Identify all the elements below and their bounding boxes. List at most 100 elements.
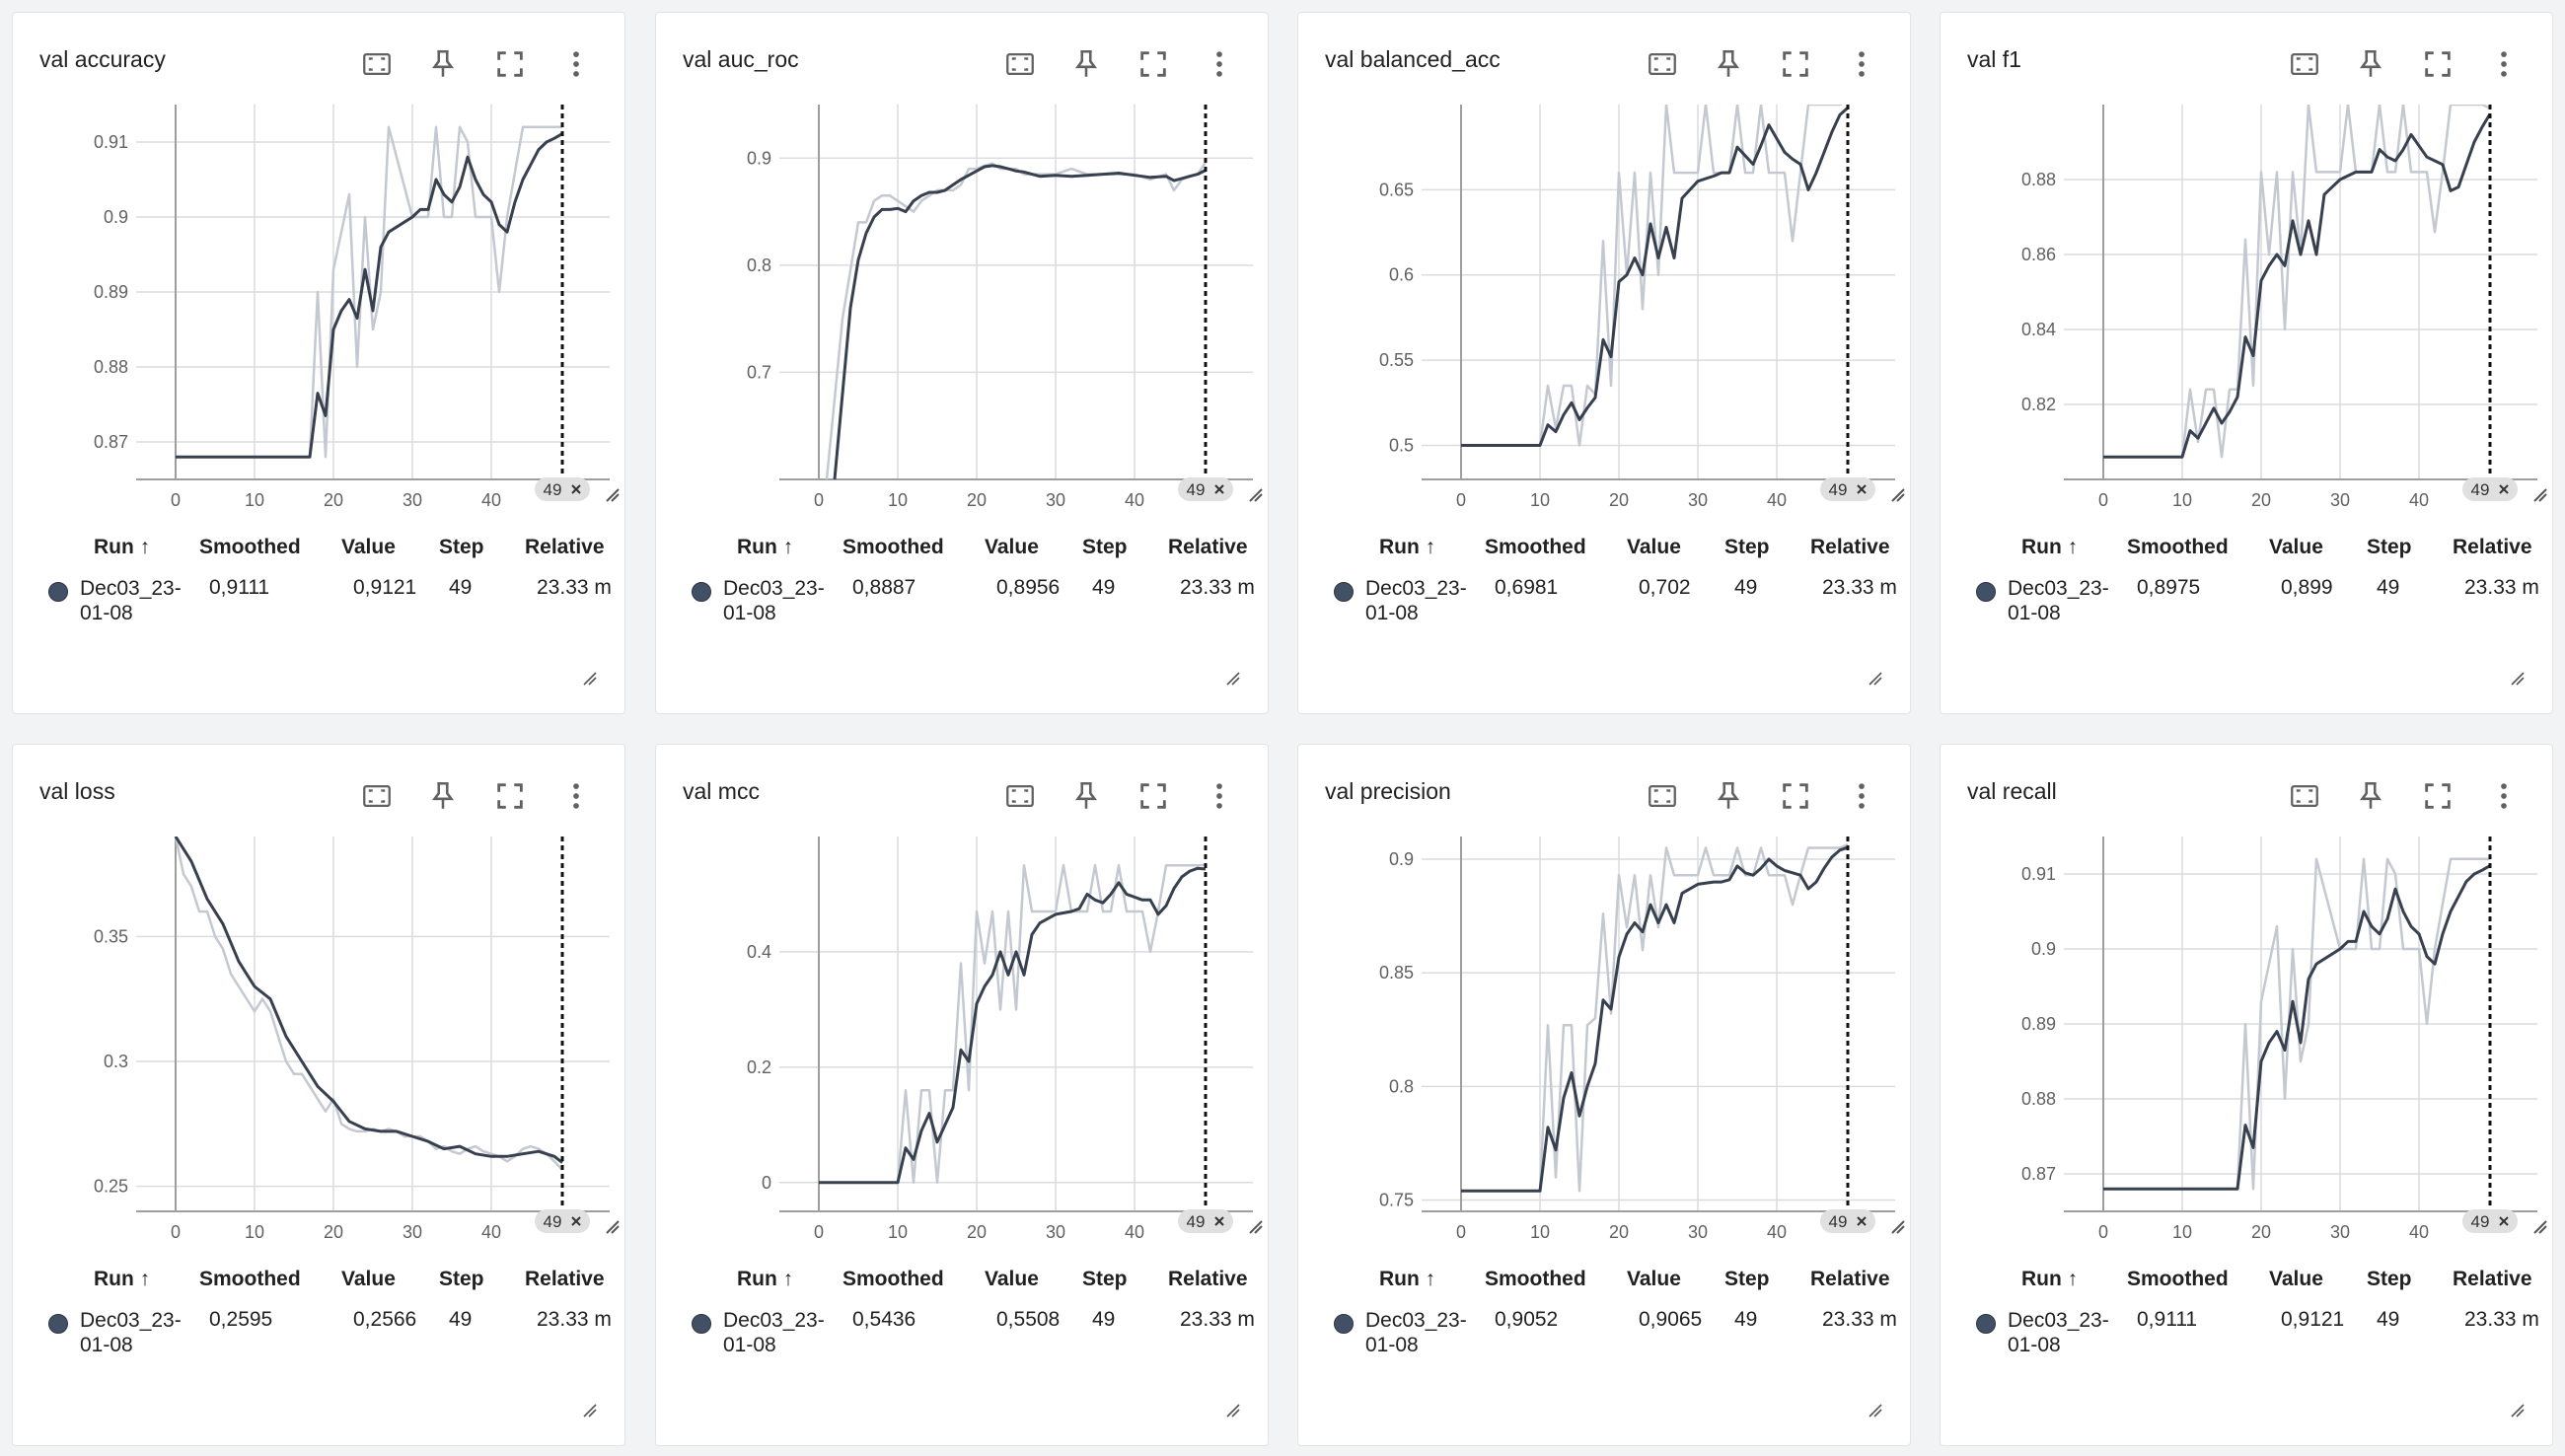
pin-button[interactable] [423, 44, 463, 84]
resize-handle-icon[interactable] [2511, 1404, 2525, 1418]
column-header-relative[interactable]: Relative [1810, 536, 1890, 558]
column-header-smoothed[interactable]: Smoothed [1485, 1268, 1586, 1290]
more-options-button[interactable] [1200, 44, 1239, 84]
close-icon[interactable] [571, 1216, 581, 1226]
column-header-relative[interactable]: Relative [1168, 1268, 1248, 1290]
column-header-step[interactable]: Step [1082, 1268, 1128, 1290]
pin-button[interactable] [423, 776, 463, 816]
column-header-value[interactable]: Value [341, 1268, 396, 1290]
fit-domain-button[interactable] [1643, 776, 1682, 816]
resize-handle-icon[interactable] [1226, 672, 1240, 686]
close-icon[interactable] [571, 484, 581, 494]
fit-domain-button[interactable] [2285, 44, 2324, 84]
resize-handle-icon[interactable] [583, 672, 597, 686]
column-header-run[interactable]: Run ↑ [2021, 1268, 2079, 1290]
column-header-run[interactable]: Run ↑ [94, 1268, 151, 1290]
close-icon[interactable] [1214, 1216, 1224, 1226]
line-chart[interactable]: 0 10 20 30 40 0.82 0.84 0.86 0.88 49 [1941, 13, 2553, 526]
pin-button[interactable] [1709, 776, 1748, 816]
fit-domain-button[interactable] [357, 776, 397, 816]
pin-button[interactable] [1066, 44, 1106, 84]
column-header-step[interactable]: Step [2367, 1268, 2412, 1290]
column-header-smoothed[interactable]: Smoothed [199, 536, 301, 558]
fullscreen-button[interactable] [1776, 44, 1815, 84]
column-header-run[interactable]: Run ↑ [94, 536, 151, 558]
line-chart[interactable]: 0 10 20 30 40 0.25 0.3 0.35 49 [13, 745, 625, 1258]
step-marker-badge[interactable]: 49 [2462, 477, 2518, 501]
chart-resize-icon[interactable] [606, 488, 620, 502]
line-chart[interactable]: 0 10 20 30 40 0.87 0.88 0.89 0.9 0.91 49 [1941, 745, 2553, 1258]
fullscreen-button[interactable] [2418, 776, 2457, 816]
column-header-run[interactable]: Run ↑ [1379, 1268, 1436, 1290]
fullscreen-button[interactable] [2418, 44, 2457, 84]
fit-domain-button[interactable] [1643, 44, 1682, 84]
fit-domain-button[interactable] [1000, 776, 1040, 816]
line-chart[interactable]: 0 10 20 30 40 0.75 0.8 0.85 0.9 49 [1298, 745, 1911, 1258]
chart-resize-icon[interactable] [1249, 1220, 1263, 1234]
more-options-button[interactable] [1842, 44, 1881, 84]
chart-resize-icon[interactable] [1249, 488, 1263, 502]
column-header-step[interactable]: Step [1724, 536, 1770, 558]
close-icon[interactable] [1214, 484, 1224, 494]
column-header-smoothed[interactable]: Smoothed [843, 1268, 944, 1290]
step-marker-badge[interactable]: 49 [2462, 1209, 2518, 1233]
line-chart[interactable]: 0 10 20 30 40 0.7 0.8 0.9 49 [656, 13, 1269, 526]
column-header-smoothed[interactable]: Smoothed [2127, 1268, 2229, 1290]
pin-button[interactable] [2351, 776, 2390, 816]
step-marker-badge[interactable]: 49 [535, 477, 590, 501]
step-marker-badge[interactable]: 49 [1820, 1209, 1875, 1233]
column-header-run[interactable]: Run ↑ [737, 1268, 794, 1290]
resize-handle-icon[interactable] [1869, 672, 1882, 686]
fit-domain-button[interactable] [2285, 776, 2324, 816]
fullscreen-button[interactable] [1134, 44, 1173, 84]
column-header-step[interactable]: Step [439, 536, 484, 558]
resize-handle-icon[interactable] [1869, 1404, 1882, 1418]
more-options-button[interactable] [2484, 776, 2524, 816]
more-options-button[interactable] [556, 44, 596, 84]
close-icon[interactable] [2499, 484, 2509, 494]
resize-handle-icon[interactable] [1226, 1404, 1240, 1418]
line-chart[interactable]: 0 10 20 30 40 0.87 0.88 0.89 0.9 0.91 49 [13, 13, 625, 526]
column-header-value[interactable]: Value [2269, 1268, 2323, 1290]
column-header-smoothed[interactable]: Smoothed [199, 1268, 301, 1290]
resize-handle-icon[interactable] [2511, 672, 2525, 686]
close-icon[interactable] [2499, 1216, 2509, 1226]
column-header-smoothed[interactable]: Smoothed [1485, 536, 1586, 558]
step-marker-badge[interactable]: 49 [1178, 1209, 1233, 1233]
close-icon[interactable] [1857, 1216, 1867, 1226]
step-marker-badge[interactable]: 49 [1820, 477, 1875, 501]
column-header-relative[interactable]: Relative [2453, 536, 2532, 558]
line-chart[interactable]: 0 10 20 30 40 0 0.2 0.4 49 [656, 745, 1269, 1258]
more-options-button[interactable] [1842, 776, 1881, 816]
column-header-relative[interactable]: Relative [1168, 536, 1248, 558]
column-header-relative[interactable]: Relative [525, 1268, 605, 1290]
column-header-value[interactable]: Value [341, 536, 396, 558]
step-marker-badge[interactable]: 49 [1178, 477, 1233, 501]
pin-button[interactable] [2351, 44, 2390, 84]
column-header-value[interactable]: Value [2269, 536, 2323, 558]
column-header-value[interactable]: Value [1627, 536, 1681, 558]
line-chart[interactable]: 0 10 20 30 40 0.5 0.55 0.6 0.65 49 [1298, 13, 1911, 526]
column-header-step[interactable]: Step [1082, 536, 1128, 558]
chart-resize-icon[interactable] [2533, 488, 2547, 502]
fit-domain-button[interactable] [1000, 44, 1040, 84]
chart-resize-icon[interactable] [606, 1220, 620, 1234]
chart-resize-icon[interactable] [1891, 488, 1905, 502]
column-header-step[interactable]: Step [439, 1268, 484, 1290]
resize-handle-icon[interactable] [583, 1404, 597, 1418]
chart-resize-icon[interactable] [1891, 1220, 1905, 1234]
fullscreen-button[interactable] [490, 776, 530, 816]
column-header-value[interactable]: Value [985, 1268, 1039, 1290]
fit-domain-button[interactable] [357, 44, 397, 84]
fullscreen-button[interactable] [490, 44, 530, 84]
pin-button[interactable] [1709, 44, 1748, 84]
column-header-value[interactable]: Value [1627, 1268, 1681, 1290]
fullscreen-button[interactable] [1776, 776, 1815, 816]
column-header-relative[interactable]: Relative [525, 536, 605, 558]
column-header-step[interactable]: Step [2367, 536, 2412, 558]
close-icon[interactable] [1857, 484, 1867, 494]
chart-resize-icon[interactable] [2533, 1220, 2547, 1234]
pin-button[interactable] [1066, 776, 1106, 816]
column-header-value[interactable]: Value [985, 536, 1039, 558]
step-marker-badge[interactable]: 49 [535, 1209, 590, 1233]
